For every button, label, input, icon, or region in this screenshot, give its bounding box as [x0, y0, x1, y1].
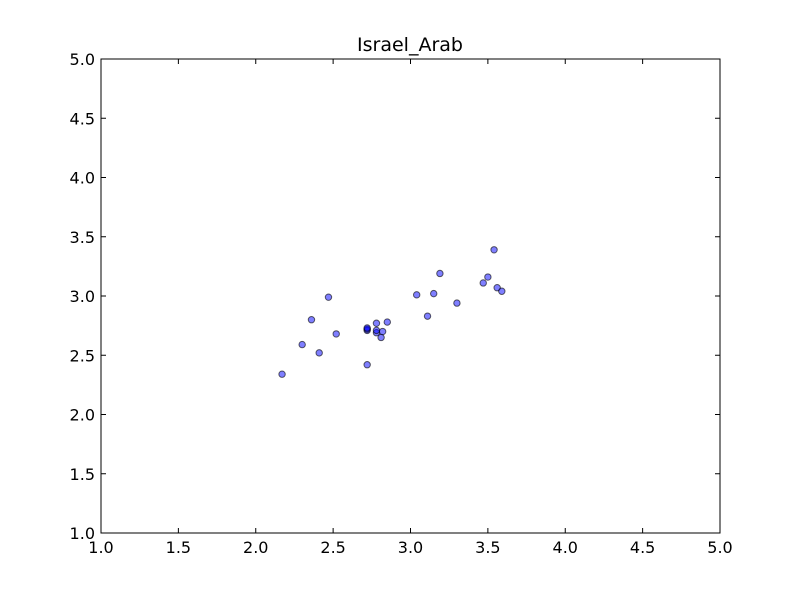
y-tick-label: 1.0 [70, 524, 95, 543]
x-tick-label: 3.5 [475, 538, 500, 557]
y-tick-label: 1.5 [70, 465, 95, 484]
data-point [332, 330, 340, 338]
plot-area-frame [100, 58, 721, 534]
data-point [315, 349, 323, 357]
data-point [363, 361, 371, 369]
y-tick-label: 4.5 [70, 109, 95, 128]
axis-ticks: 1.0 1.5 2.0 2.5 3.0 3.5 4.0 4.5 5.0 1.0 1.5 2.0 2.5 3… [70, 50, 733, 557]
data-point [324, 293, 333, 301]
x-tick-label: 1.0 [88, 538, 113, 557]
x-tick-label: 1.5 [166, 538, 191, 557]
y-tick-label: 5.0 [70, 50, 95, 69]
data-point [372, 326, 381, 335]
x-tick-label: 4.5 [630, 538, 655, 557]
x-tick-label: 3.0 [398, 538, 423, 557]
data-point [436, 269, 444, 278]
data-point [363, 324, 371, 332]
y-tick-label: 2.5 [70, 346, 95, 365]
data-point [479, 279, 487, 287]
data-point [372, 319, 381, 327]
data-point [498, 287, 506, 295]
data-points [278, 246, 506, 378]
data-point [307, 316, 316, 324]
data-point [377, 333, 385, 342]
y-tick-label: 3.5 [70, 228, 95, 247]
x-tick-label: 2.5 [320, 538, 345, 557]
data-point [430, 289, 438, 298]
data-point [423, 312, 432, 320]
x-tick-label: 2.0 [243, 538, 268, 557]
chart-title: Israel_Arab [357, 34, 463, 56]
data-point [453, 299, 461, 307]
x-tick-label: 4.0 [553, 538, 578, 557]
y-tick-label: 3.0 [70, 287, 95, 306]
data-point [278, 370, 286, 378]
y-tick-label: 2.0 [70, 406, 95, 425]
x-tick-label: 5.0 [707, 538, 732, 557]
y-tick-label: 4.0 [70, 169, 95, 188]
data-point [484, 273, 492, 281]
data-point [298, 340, 306, 349]
data-point [383, 318, 391, 326]
data-point [378, 327, 387, 336]
data-point [412, 291, 421, 299]
data-point [490, 246, 498, 254]
